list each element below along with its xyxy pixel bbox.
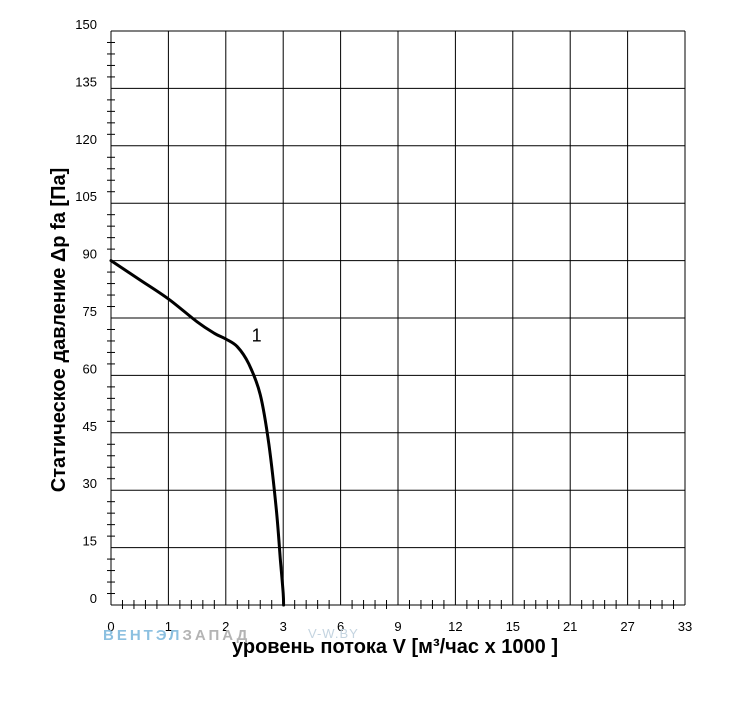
y-tick-label: 15 [83,534,97,549]
watermark-site: V-W.BY [308,626,359,641]
x-tick-label: 3 [280,619,287,634]
x-tick-label: 2 [222,619,229,634]
watermark-logo-part1: ВЕНТЭЛ [103,627,182,644]
y-tick-labels: 0 15 30 45 60 75 90 105 120 135 150 [75,17,97,606]
series-label: 1 [252,326,262,346]
y-tick-label: 0 [90,591,97,606]
watermark-logo: ВЕНТЭЛЗАПАД [103,627,250,644]
x-tick-labels: 0 1 2 3 6 9 12 15 21 27 33 [107,619,692,634]
x-tick-label: 0 [107,619,114,634]
y-tick-label: 105 [75,189,97,204]
watermark-logo-part2: ЗАПАД [182,627,250,644]
minor-ticks [107,41,675,609]
x-tick-label: 6 [337,619,344,634]
x-tick-label: 21 [563,619,577,634]
x-tick-label: 12 [448,619,462,634]
chart-grid [110,30,686,606]
y-tick-label: 150 [75,17,97,32]
x-tick-label: 15 [506,619,520,634]
y-axis-title: Статическое давление Δp fa [Па] [48,168,70,492]
y-tick-label: 75 [83,304,97,319]
x-tick-label: 33 [678,619,692,634]
y-tick-label: 45 [83,419,97,434]
series-curve [109,259,286,607]
x-axis-title: уровень потока V [м³/час x 1000 ] [232,636,558,658]
x-tick-label: 9 [394,619,401,634]
y-tick-label: 90 [83,247,97,262]
y-tick-label: 120 [75,132,97,147]
x-tick-label: 1 [165,619,172,634]
y-tick-label: 30 [83,476,97,491]
series-group: 1 [109,259,286,607]
y-tick-label: 135 [75,74,97,89]
y-tick-label: 60 [83,361,97,376]
x-tick-label: 27 [620,619,634,634]
